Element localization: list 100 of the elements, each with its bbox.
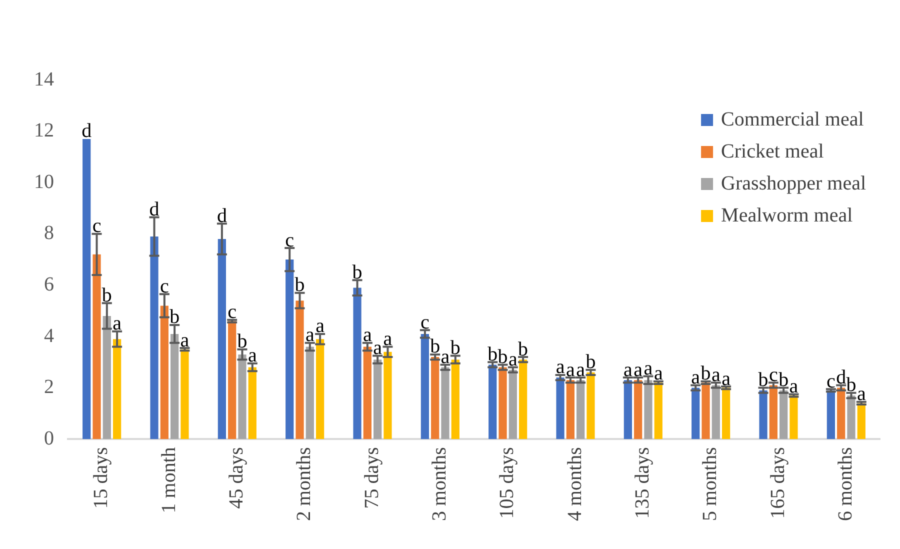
- bar: [712, 385, 720, 440]
- bar: [170, 334, 179, 440]
- bar: [576, 380, 585, 440]
- x-tick-label: 15 days: [90, 446, 112, 509]
- data-label: b: [498, 346, 508, 368]
- bar: [519, 360, 528, 440]
- x-tick-label: 165 days: [766, 446, 789, 519]
- legend-label: Commercial meal: [721, 108, 864, 130]
- data-label: a: [316, 315, 325, 338]
- bar: [692, 388, 700, 440]
- bar: [498, 367, 507, 440]
- x-tick-label: 135 days: [631, 446, 654, 519]
- bar: [644, 380, 652, 440]
- bar: [374, 360, 382, 440]
- bar: [180, 349, 189, 440]
- data-label: a: [722, 368, 731, 390]
- bar: [826, 390, 835, 440]
- bar: [286, 260, 294, 440]
- bar: [654, 382, 662, 440]
- bar: [488, 364, 497, 440]
- legend-label: Mealworm meal: [721, 204, 854, 226]
- data-label: c: [420, 311, 430, 334]
- bar: [624, 380, 632, 440]
- data-label: b: [778, 369, 789, 392]
- data-label: a: [654, 362, 663, 385]
- data-label: b: [488, 343, 498, 366]
- data-label: a: [711, 364, 720, 386]
- data-label: d: [149, 198, 160, 220]
- data-label: b: [170, 306, 180, 328]
- bar: [769, 385, 778, 440]
- data-label: a: [508, 348, 518, 371]
- x-tick-label: 4 months: [564, 446, 586, 522]
- x-tick-label: 75 days: [360, 446, 383, 509]
- bar: [296, 300, 304, 440]
- data-label: b: [430, 336, 440, 358]
- legend-label: Cricket meal: [721, 140, 824, 162]
- data-label: b: [700, 362, 711, 385]
- bar: [248, 367, 256, 440]
- bar: [420, 334, 429, 440]
- bar: [92, 254, 101, 440]
- data-label: a: [856, 383, 866, 406]
- bar: [837, 388, 846, 440]
- data-label: a: [440, 346, 450, 368]
- bar: [790, 396, 798, 440]
- bar: [384, 352, 392, 440]
- data-label: d: [836, 366, 846, 388]
- x-tick-label: 3 months: [428, 446, 450, 522]
- data-label: b: [846, 374, 856, 396]
- data-label: c: [285, 229, 294, 252]
- bar: [306, 346, 314, 440]
- data-label: b: [586, 351, 596, 374]
- data-label: b: [518, 338, 528, 360]
- bar: [113, 339, 122, 440]
- data-label: b: [102, 284, 112, 306]
- x-tick-label: 105 days: [496, 446, 518, 519]
- bar: [508, 370, 517, 440]
- bar: [363, 346, 372, 440]
- legend-label: Grasshopper meal: [721, 172, 866, 194]
- data-label: a: [305, 324, 314, 346]
- x-tick-label: 5 months: [699, 446, 722, 522]
- data-label: b: [294, 274, 305, 296]
- data-label: c: [92, 215, 102, 238]
- y-tick-label: 0: [44, 427, 54, 450]
- y-tick-label: 14: [34, 68, 54, 90]
- bar: [722, 388, 730, 440]
- data-label: a: [691, 366, 700, 388]
- y-tick-label: 4: [44, 324, 54, 347]
- bar: [431, 357, 440, 440]
- y-tick-label: 2: [44, 376, 54, 398]
- data-label: a: [248, 344, 257, 367]
- data-label: a: [556, 356, 565, 378]
- x-tick-label: 45 days: [225, 446, 248, 509]
- y-tick-label: 12: [34, 120, 54, 142]
- bar: [702, 382, 710, 440]
- data-label: b: [352, 261, 362, 284]
- data-label: c: [768, 364, 778, 386]
- data-label: c: [228, 301, 237, 324]
- data-label: a: [576, 358, 586, 381]
- bar: [353, 288, 362, 440]
- y-tick-label: 8: [44, 222, 54, 244]
- bar: [451, 360, 460, 440]
- bar: [102, 316, 111, 440]
- bar: [228, 321, 236, 440]
- data-label: b: [450, 336, 460, 359]
- bar: [847, 396, 856, 440]
- data-label: b: [758, 369, 768, 392]
- data-label: a: [644, 358, 653, 380]
- data-label: c: [160, 275, 169, 298]
- data-label: c: [826, 370, 836, 392]
- data-label: a: [373, 336, 382, 359]
- bar: [566, 380, 574, 440]
- bar: [556, 378, 564, 440]
- y-tick-label: 6: [44, 273, 54, 296]
- bar: [634, 380, 642, 440]
- bar: [316, 339, 324, 440]
- data-label: a: [634, 358, 643, 381]
- bar: [238, 354, 246, 440]
- data-label: a: [623, 358, 632, 381]
- data-label: a: [180, 329, 190, 352]
- data-label: a: [112, 312, 122, 335]
